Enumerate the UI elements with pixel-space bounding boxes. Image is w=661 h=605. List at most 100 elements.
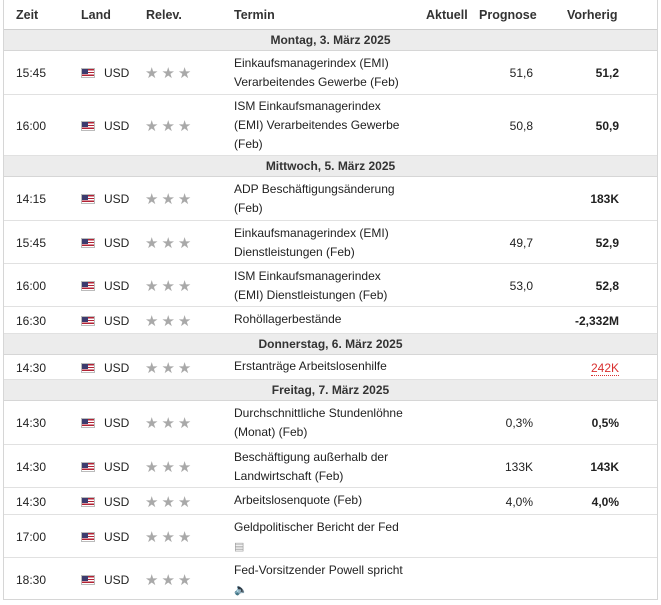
event-name[interactable]: Beschäftigung außerhalb der Landwirtschaf… <box>234 450 389 483</box>
day-header: Donnerstag, 6. März 2025 <box>4 334 657 355</box>
event-name[interactable]: Rohöllagerbestände <box>234 312 342 326</box>
table-row[interactable]: 17:00 USD ★★★ Geldpolitischer Bericht de… <box>4 515 657 558</box>
event-vorherig: 50,9 <box>595 119 619 133</box>
event-prognose: 53,0 <box>509 279 533 293</box>
event-name[interactable]: Einkaufsmanagerindex (EMI) Verarbeitendes… <box>234 56 399 89</box>
event-country: USD <box>104 279 130 293</box>
us-flag-icon <box>81 68 95 78</box>
event-time: 15:45 <box>16 236 47 250</box>
event-time: 14:30 <box>16 416 47 430</box>
table-row[interactable]: 14:15 USD ★★★ ADP Beschäftigungsänderung… <box>4 177 657 221</box>
table-row[interactable]: 18:30 USD ★★★ Fed-Vorsitzender Powell sp… <box>4 558 657 599</box>
event-vorherig[interactable]: 242K <box>590 361 619 376</box>
relevance-stars-icon: ★★★ <box>145 415 195 432</box>
event-country: USD <box>104 236 130 250</box>
relevance-stars-icon: ★★★ <box>145 65 195 82</box>
event-time: 14:30 <box>16 495 47 509</box>
event-prognose: 4,0% <box>505 495 533 509</box>
relevance-stars-icon: ★★★ <box>145 278 195 295</box>
header-prognose[interactable]: Prognose <box>479 8 537 22</box>
event-prognose: 133K <box>504 460 533 474</box>
event-vorherig: 143K <box>590 460 619 474</box>
header-aktuell[interactable]: Aktuell <box>426 8 468 22</box>
event-country: USD <box>104 495 130 509</box>
header-land[interactable]: Land <box>81 8 111 22</box>
event-prognose: 51,6 <box>509 66 533 80</box>
relevance-stars-icon: ★★★ <box>145 360 195 377</box>
us-flag-icon <box>81 532 95 542</box>
relevance-stars-icon: ★★★ <box>145 529 195 546</box>
table-row[interactable]: 16:30 USD ★★★ Rohöllagerbestände -2,332M <box>4 307 657 334</box>
report-icon[interactable]: ▤ <box>234 541 245 553</box>
event-country: USD <box>104 192 130 206</box>
event-time: 15:45 <box>16 66 47 80</box>
event-country: USD <box>104 416 130 430</box>
us-flag-icon <box>81 281 95 291</box>
event-vorherig: 52,8 <box>595 279 619 293</box>
event-country: USD <box>104 460 130 474</box>
event-prognose: 0,3% <box>505 416 533 430</box>
event-vorherig: 52,9 <box>595 236 619 250</box>
event-vorherig: 51,2 <box>595 66 619 80</box>
event-name[interactable]: Arbeitslosenquote (Feb) <box>234 493 363 507</box>
speech-icon[interactable]: 🔈 <box>234 584 248 596</box>
relevance-stars-icon: ★★★ <box>145 459 195 476</box>
table-row[interactable]: 14:30 USD ★★★ Erstanträge Arbeitslosenhi… <box>4 355 657 380</box>
table-row[interactable]: 15:45 USD ★★★ Einkaufsmanagerindex (EMI)… <box>4 221 657 264</box>
event-country: USD <box>104 314 130 328</box>
us-flag-icon <box>81 121 95 131</box>
event-name[interactable]: Einkaufsmanagerindex (EMI) Dienstleistung… <box>234 226 389 259</box>
event-name[interactable]: ADP Beschäftigungsänderung (Feb) <box>234 182 395 215</box>
event-time: 16:00 <box>16 119 47 133</box>
event-country: USD <box>104 573 130 587</box>
event-country: USD <box>104 361 130 375</box>
table-row[interactable]: 16:00 USD ★★★ ISM Einkaufsmanagerindex (E… <box>4 95 657 156</box>
us-flag-icon <box>81 238 95 248</box>
event-name[interactable]: Geldpolitischer Bericht der Fed ▤ <box>234 518 424 557</box>
event-name[interactable]: ISM Einkaufsmanagerindex (EMI) Verarbeite… <box>234 99 400 151</box>
us-flag-icon <box>81 194 95 204</box>
header-relev[interactable]: Relev. <box>146 8 182 22</box>
table-header: Zeit Land Relev. Termin Aktuell Prognose… <box>4 0 657 30</box>
event-time: 18:30 <box>16 573 47 587</box>
us-flag-icon <box>81 363 95 373</box>
event-prognose: 49,7 <box>509 236 533 250</box>
relevance-stars-icon: ★★★ <box>145 572 195 589</box>
us-flag-icon <box>81 418 95 428</box>
header-termin[interactable]: Termin <box>234 8 275 22</box>
event-vorherig: -2,332M <box>574 314 619 328</box>
event-name[interactable]: ISM Einkaufsmanagerindex (EMI) Dienstleis… <box>234 269 388 302</box>
event-country: USD <box>104 530 130 544</box>
day-header: Freitag, 7. März 2025 <box>4 380 657 401</box>
relevance-stars-icon: ★★★ <box>145 313 195 330</box>
relevance-stars-icon: ★★★ <box>145 494 195 511</box>
event-country: USD <box>104 119 130 133</box>
table-row[interactable]: 16:00 USD ★★★ ISM Einkaufsmanagerindex (E… <box>4 264 657 307</box>
us-flag-icon <box>81 462 95 472</box>
day-header: Montag, 3. März 2025 <box>4 30 657 51</box>
event-vorherig: 0,5% <box>591 416 619 430</box>
event-time: 14:15 <box>16 192 47 206</box>
event-time: 16:30 <box>16 314 47 328</box>
event-time: 16:00 <box>16 279 47 293</box>
relevance-stars-icon: ★★★ <box>145 235 195 252</box>
us-flag-icon <box>81 575 95 585</box>
relevance-stars-icon: ★★★ <box>145 118 195 135</box>
event-vorherig: 183K <box>590 192 619 206</box>
table-row[interactable]: 14:30 USD ★★★ Durchschnittliche Stundenl… <box>4 401 657 445</box>
us-flag-icon <box>81 497 95 507</box>
event-name[interactable]: Durchschnittliche Stundenlöhne (Monat) (F… <box>234 406 403 439</box>
event-vorherig: 4,0% <box>591 495 619 509</box>
event-time: 14:30 <box>16 460 47 474</box>
event-country: USD <box>104 66 130 80</box>
economic-calendar-table: Zeit Land Relev. Termin Aktuell Prognose… <box>3 0 658 600</box>
us-flag-icon <box>81 316 95 326</box>
event-prognose: 50,8 <box>509 119 533 133</box>
event-name[interactable]: Erstanträge Arbeitslosenhilfe <box>234 359 387 373</box>
table-row[interactable]: 15:45 USD ★★★ Einkaufsmanagerindex (EMI)… <box>4 51 657 95</box>
header-vorherig[interactable]: Vorherig <box>567 8 618 22</box>
header-zeit[interactable]: Zeit <box>16 8 39 22</box>
table-row[interactable]: 14:30 USD ★★★ Arbeitslosenquote (Feb) 4,… <box>4 488 657 515</box>
table-row[interactable]: 14:30 USD ★★★ Beschäftigung außerhalb de… <box>4 445 657 488</box>
event-name[interactable]: Fed-Vorsitzender Powell spricht 🔈 <box>234 561 424 599</box>
